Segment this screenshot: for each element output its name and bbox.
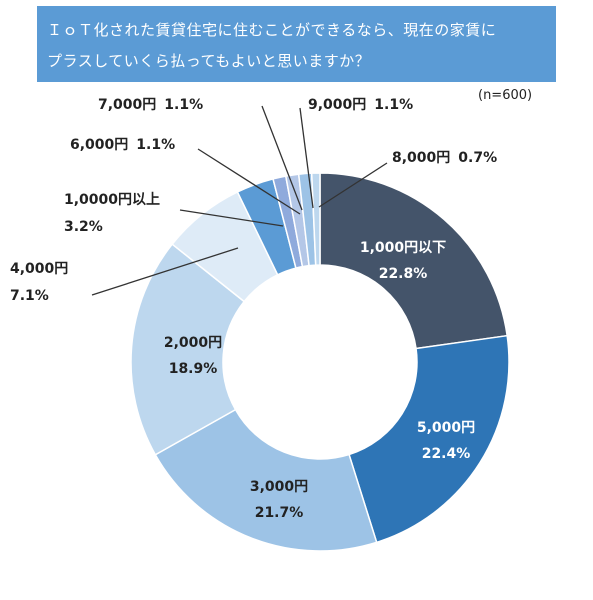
leader-lines [91,105,388,296]
slice-label-5000: 5,000円 [417,420,475,436]
slice-value-10000: 3.2% [64,219,103,235]
slice-value-3000: 21.7% [255,505,304,521]
slice-value-6000: 1.1% [136,137,175,153]
slice-label-text-8000: 8,000円 [392,150,450,166]
slice-label-4000: 4,000円 [10,261,68,277]
slice-label-text-6000: 6,000円 [70,137,128,153]
leader-line-7000 [261,105,303,211]
slice-value-9000: 1.1% [374,97,413,113]
slice-value-8000: 0.7% [458,150,497,166]
slice-5000 [348,334,510,544]
leader-line-4000 [91,247,239,296]
slice-value-2000: 18.9% [169,361,218,377]
slice-value-1000: 22.8% [379,266,428,282]
slice-label-1000: 1,000円以下 [360,240,446,256]
slice-label-text-7000: 7,000円 [98,97,156,113]
slice-label-6000: 6,000円 1.1% [70,137,175,153]
slice-2000 [130,243,246,456]
leader-line-10000 [179,209,284,227]
chart-title-box: ＩｏＴ化された賃貸住宅に住むことができるなら、現在の家賃に プラスしていくら払っ… [37,6,556,82]
slice-label-3000: 3,000円 [250,479,308,495]
slice-label-9000: 9,000円 1.1% [308,97,413,113]
donut-slices [130,172,510,552]
slice-value-4000: 7.1% [10,288,49,304]
chart-title-line-2: プラスしていくら払ってもよいと思いますか？ [47,52,371,70]
sample-size-note: (n=600) [478,88,533,103]
slice-value-7000: 1.1% [164,97,203,113]
slice-8000 [310,172,321,266]
slice-1000 [319,172,509,350]
leader-line-9000 [299,107,314,209]
slice-labels: 1,000円以下 22.8% 5,000円 22.4% 3,000円 21.7% 2,000… [10,97,497,521]
slice-label-8000: 8,000円 0.7% [392,150,497,166]
leader-line-6000 [197,148,301,215]
chart-title-line-1: ＩｏＴ化された賃貸住宅に住むことができるなら、現在の家賃に [47,21,497,39]
slice-label-text-9000: 9,000円 [308,97,366,113]
slice-value-5000: 22.4% [422,446,471,462]
slice-3000 [154,408,378,552]
slice-label-2000: 2,000円 [164,335,222,351]
leader-line-8000 [318,162,388,208]
slice-label-7000: 7,000円 1.1% [98,97,203,113]
slice-label-10000: 1,0000円以上 [64,192,160,208]
